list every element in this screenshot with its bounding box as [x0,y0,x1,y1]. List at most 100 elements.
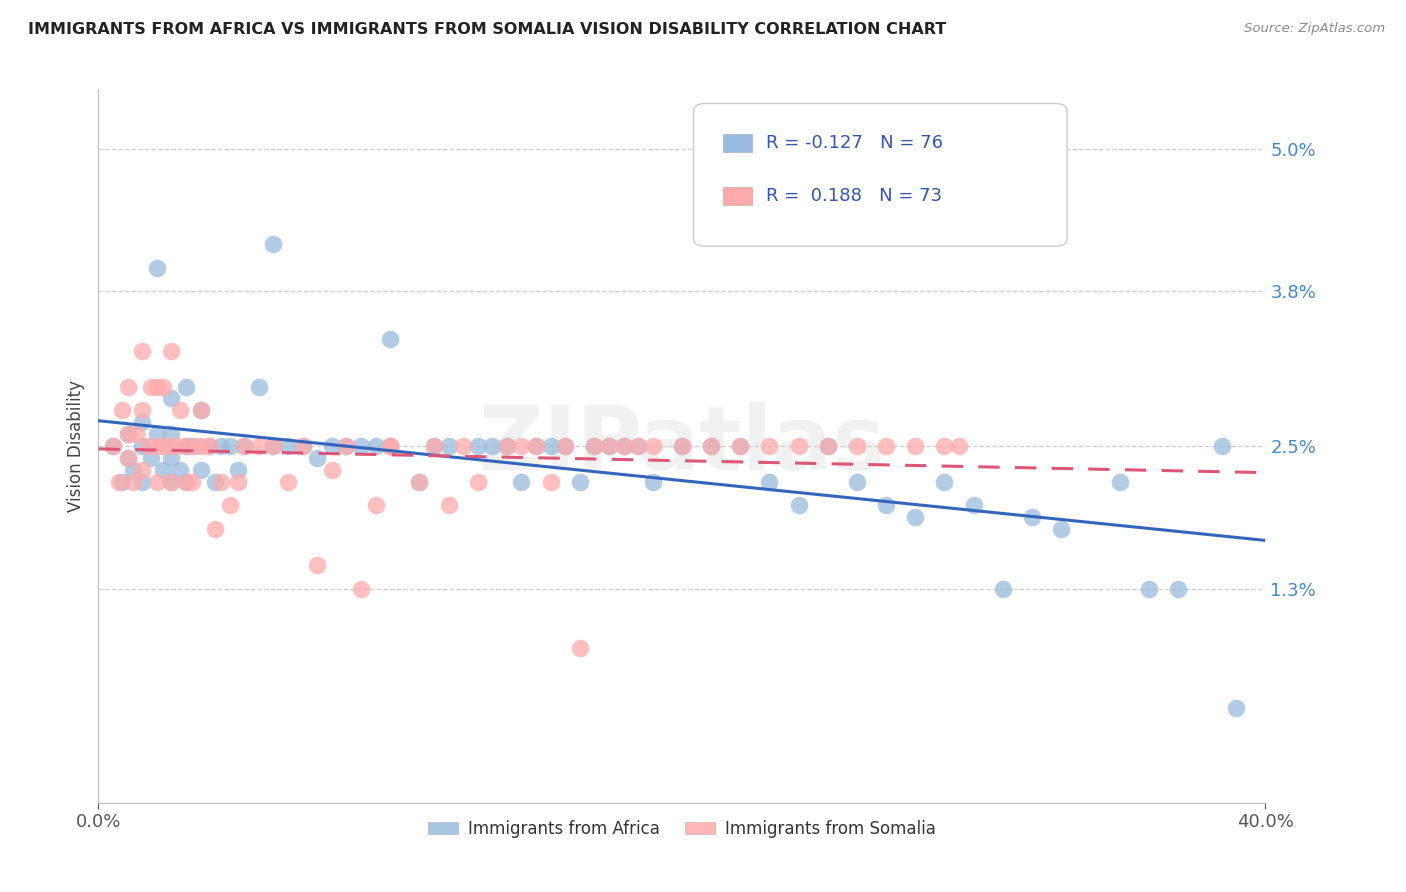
Point [146,439,169,453]
Point [380,332,402,346]
Point [350,582,373,596]
Text: R = -0.127   N = 76: R = -0.127 N = 76 [766,134,943,152]
Point [139,379,162,393]
Point [423,439,446,453]
Point [190,439,212,453]
Point [641,439,664,453]
Point [291,439,314,453]
Point [524,439,547,453]
Point [875,499,897,513]
Point [160,475,183,489]
Point [700,439,723,453]
Point [1225,700,1247,714]
Point [540,439,562,453]
Point [108,475,131,489]
Point [174,379,197,393]
Point [262,236,284,251]
Point [321,439,343,453]
Point [111,475,134,489]
Point [510,475,533,489]
Text: ZIPatlas: ZIPatlas [479,402,884,490]
Point [1108,475,1130,489]
Point [321,463,343,477]
Point [904,510,927,524]
Point [583,439,606,453]
Point [364,439,387,453]
Point [122,475,145,489]
Point [758,475,780,489]
Point [131,415,153,429]
FancyBboxPatch shape [723,134,752,152]
Point [160,392,183,406]
Point [166,439,188,453]
Point [218,439,240,453]
Point [612,439,634,453]
Point [962,499,984,513]
Point [598,439,620,453]
Point [598,439,620,453]
Point [152,439,174,453]
Point [335,439,357,453]
Point [174,439,197,453]
FancyBboxPatch shape [723,187,752,205]
Point [117,450,139,465]
Point [671,439,693,453]
Point [233,439,256,453]
Point [423,439,446,453]
Point [160,439,183,453]
Point [146,379,169,393]
Point [169,403,191,417]
Point [190,403,212,417]
Point [101,439,124,453]
Legend: Immigrants from Africa, Immigrants from Somalia: Immigrants from Africa, Immigrants from … [422,814,942,845]
Point [437,439,460,453]
Point [233,439,256,453]
Point [846,475,869,489]
Point [190,403,212,417]
Point [787,439,810,453]
Point [277,439,299,453]
Point [481,439,503,453]
Point [948,439,970,453]
Point [1021,510,1043,524]
Point [934,439,956,453]
Point [1167,582,1189,596]
Point [904,439,927,453]
Point [125,427,148,442]
Point [524,439,547,453]
Point [117,450,139,465]
Point [247,439,270,453]
Point [380,439,402,453]
Point [169,463,191,477]
Point [204,522,226,536]
Point [612,439,634,453]
Point [131,343,153,358]
Point [437,499,460,513]
Point [139,450,162,465]
Point [146,475,169,489]
Point [174,475,197,489]
Point [209,439,232,453]
Point [934,475,956,489]
Point [496,439,519,453]
Point [787,499,810,513]
Point [627,439,650,453]
Point [160,343,183,358]
Point [117,427,139,442]
Point [467,475,489,489]
Text: Source: ZipAtlas.com: Source: ZipAtlas.com [1244,22,1385,36]
Point [228,463,250,477]
Point [262,439,284,453]
Point [152,463,174,477]
Point [568,475,591,489]
Point [180,475,202,489]
Point [583,439,606,453]
Point [510,439,533,453]
Point [247,379,270,393]
Point [146,427,169,442]
Point [277,475,299,489]
Point [554,439,576,453]
Point [160,450,183,465]
Point [152,379,174,393]
Point [1050,522,1073,536]
